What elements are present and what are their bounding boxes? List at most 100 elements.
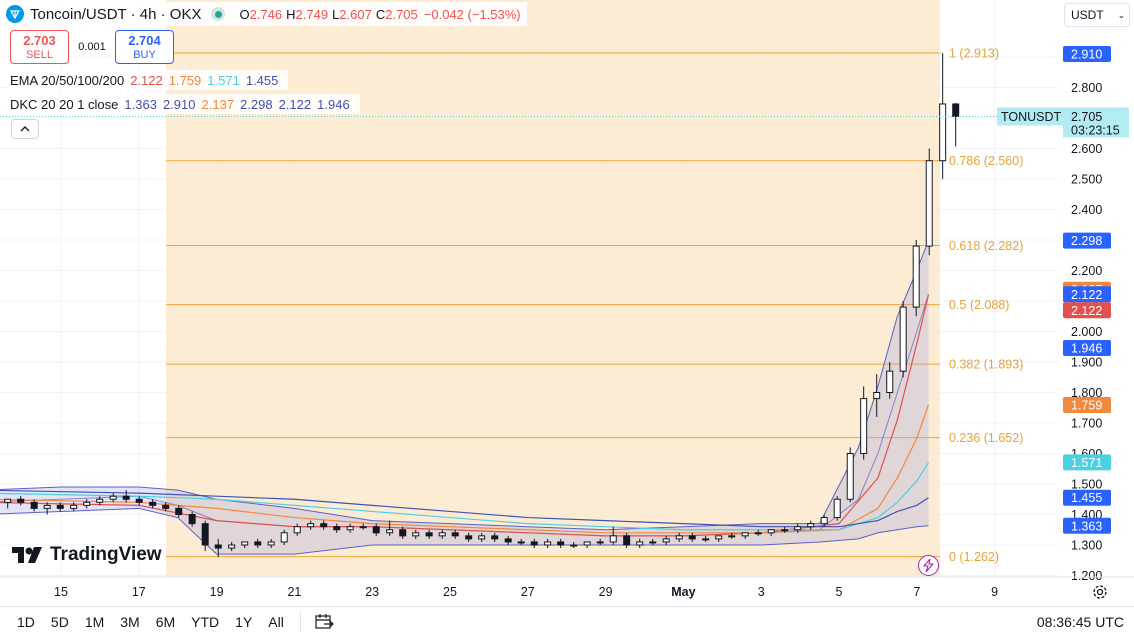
collapse-legend-button[interactable]	[11, 119, 39, 139]
candle	[4, 498, 12, 509]
candlesticks	[4, 53, 960, 558]
symbol-badge-text: TONUSDT	[1001, 110, 1062, 124]
price-badge-bg	[1063, 454, 1111, 471]
symbol-title[interactable]: Toncoin/USDT · 4h · OKX	[30, 5, 202, 23]
dkc-value-2: 2.910	[162, 96, 196, 112]
candle-body	[451, 532, 459, 537]
market-open-icon	[211, 7, 226, 21]
candle	[399, 526, 407, 539]
lightning-icon[interactable]	[918, 555, 939, 576]
candle-body	[346, 526, 354, 531]
fib-level-label: 0.618 (2.282)	[949, 239, 1023, 253]
candle	[873, 374, 881, 417]
date-range-icon[interactable]	[313, 612, 335, 632]
candle	[201, 520, 209, 552]
candle	[293, 523, 301, 536]
ema-legend[interactable]: EMA 20/50/100/200 2.122 1.759 1.571 1.45…	[10, 70, 289, 90]
candle-body	[517, 541, 525, 544]
range-all[interactable]: All	[268, 614, 284, 630]
ema-100-value: 1.571	[207, 72, 240, 88]
candle	[280, 529, 288, 545]
candle-body	[412, 532, 420, 537]
candle-body	[56, 504, 64, 509]
spread-value: 0.001	[78, 41, 106, 53]
dkc-legend[interactable]: DKC 20 20 1 close 1.363 2.910 2.137 2.29…	[10, 94, 360, 114]
range-1d[interactable]: 1D	[17, 614, 35, 630]
candle-body	[83, 501, 91, 506]
candle	[320, 520, 328, 530]
candle	[386, 520, 394, 536]
candle-body	[228, 544, 236, 549]
time-tick-label: 27	[521, 585, 535, 599]
price-tick-label: 1.900	[1071, 356, 1102, 370]
candle	[83, 499, 91, 509]
price-badge-text: 2.122	[1071, 288, 1102, 302]
price-scale-badge: 2.298	[1063, 232, 1111, 249]
candle-body	[293, 526, 301, 534]
candle-body	[886, 370, 894, 393]
candle	[412, 529, 420, 539]
candle	[17, 496, 25, 506]
range-1m[interactable]: 1M	[84, 614, 105, 630]
candle	[886, 362, 894, 399]
time-axis[interactable]: 15 17 19 21 23 25 27 29 May 3 5 7 9	[0, 576, 1134, 599]
candle	[175, 505, 183, 518]
range-ytd[interactable]: YTD	[191, 614, 220, 630]
price-scale-badge: 1.363	[1063, 517, 1111, 534]
price-tick-label: 1.300	[1071, 539, 1102, 553]
buy-label: BUY	[133, 49, 156, 61]
candle	[649, 538, 657, 545]
candle	[267, 538, 275, 549]
sell-price: 2.703	[23, 33, 56, 48]
candle	[359, 523, 367, 530]
candle	[517, 538, 525, 545]
price-badge-bg	[1063, 339, 1111, 356]
range-1y[interactable]: 1Y	[235, 614, 253, 630]
candle	[952, 103, 960, 147]
candle-body	[254, 541, 262, 546]
sell-button[interactable]: 2.703 SELL	[10, 30, 69, 64]
ohlc-high-key: H	[286, 6, 296, 22]
ema-line	[0, 489, 929, 528]
price-tick-label: 1.700	[1071, 417, 1102, 431]
candle-body	[873, 392, 881, 400]
candle	[583, 541, 591, 549]
candle	[544, 538, 552, 549]
candle-body	[754, 532, 762, 535]
utc-clock[interactable]: 08:36:45 UTC	[1036, 614, 1124, 630]
range-3m[interactable]: 3M	[120, 614, 140, 630]
ohlc-high-value: 2.749	[295, 6, 329, 22]
candle-body	[307, 523, 315, 528]
buy-button[interactable]: 2.704 BUY	[115, 30, 174, 64]
price-badge-bg	[1063, 302, 1111, 319]
candle-body	[609, 535, 617, 543]
candle-body	[122, 495, 130, 500]
candle-body	[781, 529, 789, 532]
chevron-up-icon	[20, 126, 30, 132]
time-tick-label: 21	[287, 585, 301, 599]
candle	[96, 496, 104, 506]
price-badge-text: 1.759	[1071, 399, 1102, 413]
range-5d[interactable]: 5D	[50, 614, 69, 630]
candle	[254, 538, 262, 549]
candle	[478, 532, 486, 542]
price-tick-label: 2.200	[1071, 264, 1102, 278]
candle-body	[70, 504, 78, 509]
candle-body	[214, 544, 222, 549]
candle-body	[557, 541, 565, 546]
candle-body	[820, 517, 828, 525]
range-6m[interactable]: 6M	[155, 614, 176, 630]
candle-body	[320, 523, 328, 528]
candle-body	[386, 529, 394, 534]
gear-icon[interactable]	[1091, 583, 1109, 601]
candle-body	[675, 535, 683, 540]
price-tick-label: 2.400	[1071, 203, 1102, 217]
ohlc-close-key: C	[375, 6, 386, 22]
price-axis[interactable]: 1.2001.3001.4001.5001.6001.7001.8001.900…	[997, 0, 1134, 606]
candle	[30, 499, 38, 512]
candle	[767, 529, 775, 536]
currency-selector[interactable]: USDT ⌄	[1064, 3, 1130, 27]
candle-body	[491, 535, 499, 540]
